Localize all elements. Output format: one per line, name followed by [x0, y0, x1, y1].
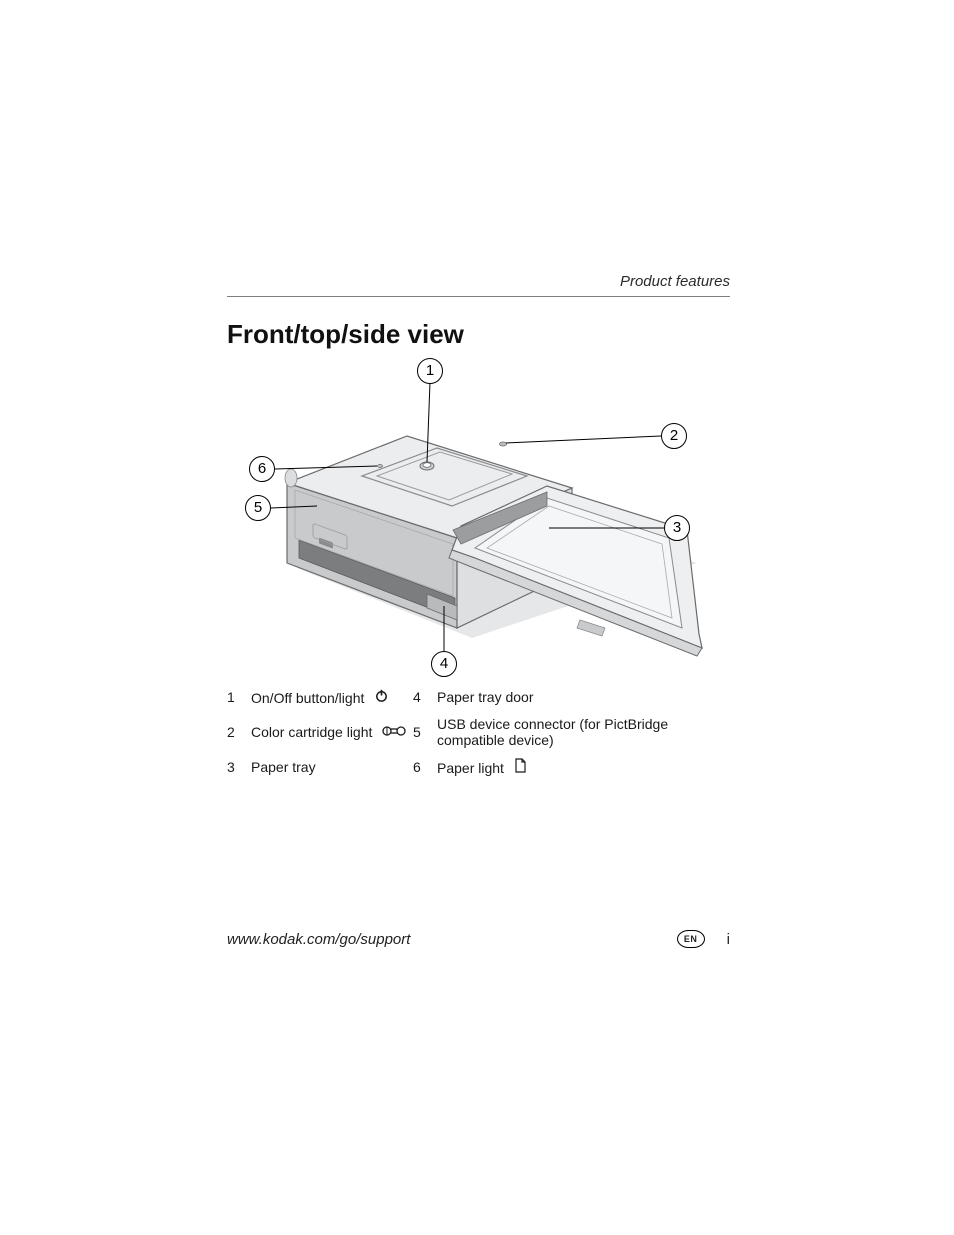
header-rule	[227, 296, 730, 297]
legend-item-4: 4 Paper tray door	[413, 688, 730, 706]
legend-label: Paper tray	[251, 759, 316, 775]
legend-num: 2	[227, 724, 241, 740]
legend-item-5: 5 USB device connector (for PictBridge c…	[413, 716, 730, 748]
legend-label: Paper tray door	[437, 689, 534, 705]
legend-item-3: 3 Paper tray	[227, 758, 413, 776]
footer-url: www.kodak.com/go/support	[227, 931, 410, 948]
callout-1: 1	[417, 358, 443, 384]
callout-4: 4	[431, 651, 457, 677]
legend-num: 4	[413, 689, 427, 705]
printer-illustration	[227, 358, 730, 688]
legend: 1 On/Off button/light 4 Paper tray door …	[227, 688, 730, 776]
callout-5: 5	[245, 495, 271, 521]
page-number: i	[727, 931, 730, 948]
legend-label: On/Off button/light	[251, 690, 364, 706]
power-icon	[374, 688, 389, 703]
legend-item-6: 6 Paper light	[413, 758, 730, 776]
callout-6: 6	[249, 456, 275, 482]
section-label: Product features	[227, 273, 730, 296]
legend-label: Color cartridge light	[251, 724, 372, 740]
page-title: Front/top/side view	[227, 319, 730, 350]
callout-3: 3	[664, 515, 690, 541]
legend-num: 6	[413, 759, 427, 775]
legend-item-1: 1 On/Off button/light	[227, 688, 413, 706]
legend-label: Paper light	[437, 760, 504, 776]
legend-item-2: 2 Color cartridge light	[227, 716, 413, 748]
page-footer: www.kodak.com/go/support EN i	[227, 930, 730, 948]
legend-num: 3	[227, 759, 241, 775]
lang-badge: EN	[677, 930, 705, 948]
legend-num: 1	[227, 689, 241, 705]
callout-2: 2	[661, 423, 687, 449]
legend-label: USB device connector (for PictBridge com…	[437, 716, 730, 748]
legend-num: 5	[413, 724, 427, 740]
product-diagram: 1 2 3 4 5 6	[227, 358, 730, 688]
cartridge-icon	[382, 725, 406, 737]
paper-icon	[514, 758, 526, 773]
